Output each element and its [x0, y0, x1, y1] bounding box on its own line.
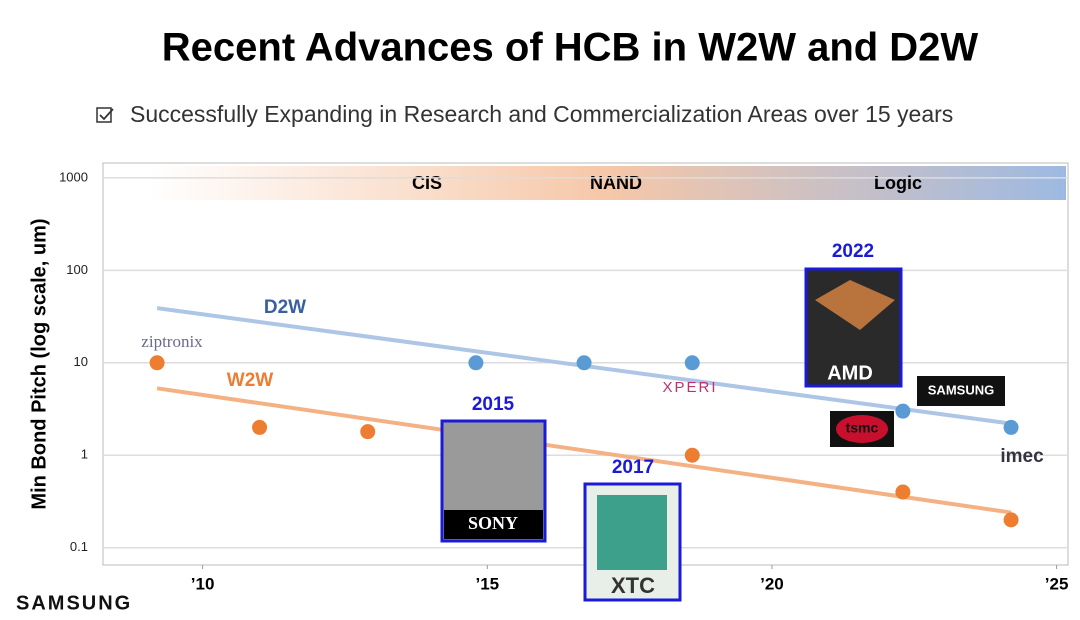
milestone-year: 2022 — [832, 241, 874, 262]
area-label: NAND — [590, 173, 642, 193]
y-tick-label: 100 — [66, 262, 88, 277]
x-tick-label: ’10 — [191, 574, 215, 593]
x-tick-label: ’25 — [1045, 574, 1069, 593]
y-tick-label: 10 — [74, 354, 88, 369]
logo-box — [917, 376, 1005, 406]
y-tick-label: 0.1 — [70, 539, 88, 554]
area-label: Logic — [874, 173, 922, 193]
marks: 0.1 1 10 100 1000 ’10 ’15 ’20 ’25 D2W W2W — [59, 169, 1068, 593]
x-tick-label: ’15 — [475, 574, 499, 593]
data-point — [468, 355, 484, 371]
logo: AMD — [827, 362, 873, 384]
footer-logo: SAMSUNG — [16, 592, 132, 614]
area-band — [150, 166, 1066, 200]
logo: SONY — [468, 513, 518, 533]
milestone-graphic — [815, 280, 895, 330]
milestone-year: 2017 — [612, 457, 654, 478]
data-point — [1003, 512, 1019, 528]
data-point — [684, 355, 700, 371]
logo: imec — [1000, 446, 1044, 467]
data-point — [1003, 419, 1019, 435]
logo: XTC — [611, 573, 655, 598]
data-point — [895, 403, 911, 419]
series-label: W2W — [227, 370, 274, 391]
y-tick-label: 1000 — [59, 169, 88, 184]
series-label: D2W — [264, 297, 306, 318]
data-point — [252, 419, 268, 435]
check-mark — [99, 108, 114, 121]
logo: tsmc — [846, 420, 879, 436]
data-point — [684, 447, 700, 463]
data-point — [576, 355, 592, 371]
title: Recent Advances of HCB in W2W and D2W — [162, 26, 979, 70]
milestone-graphic — [597, 495, 667, 570]
trend-line — [156, 386, 1012, 515]
data-point — [895, 484, 911, 500]
milestone-year: 2015 — [472, 394, 515, 415]
area-label: CIS — [412, 173, 442, 193]
logo-box — [444, 510, 543, 539]
y-tick-label: 1 — [81, 447, 88, 462]
data-point — [360, 424, 376, 440]
checkbox-icon — [96, 107, 112, 123]
logo: SAMSUNG — [928, 382, 994, 397]
y-axis-label: Min Bond Pitch (log scale, um) — [28, 218, 50, 509]
logo: ziptronix — [141, 332, 203, 351]
x-tick-label: ’20 — [760, 574, 784, 593]
logo: XPERI — [662, 379, 717, 396]
subtitle: Successfully Expanding in Research and C… — [130, 101, 953, 127]
logo-shape — [836, 415, 888, 443]
data-point — [149, 355, 165, 371]
